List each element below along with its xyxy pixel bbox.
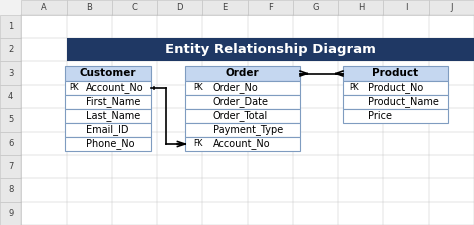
FancyBboxPatch shape	[338, 0, 383, 15]
Text: 8: 8	[8, 185, 13, 194]
Text: 1: 1	[8, 22, 13, 31]
Text: G: G	[312, 3, 319, 12]
FancyBboxPatch shape	[21, 15, 474, 225]
Text: Email_ID: Email_ID	[86, 125, 129, 135]
FancyBboxPatch shape	[65, 109, 151, 123]
FancyBboxPatch shape	[429, 0, 474, 15]
FancyBboxPatch shape	[0, 108, 21, 131]
Text: E: E	[222, 3, 228, 12]
Text: B: B	[86, 3, 92, 12]
Text: Product_Name: Product_Name	[368, 97, 439, 108]
Text: J: J	[450, 3, 453, 12]
FancyBboxPatch shape	[0, 131, 21, 155]
FancyBboxPatch shape	[65, 66, 151, 81]
Text: Order_No: Order_No	[213, 83, 258, 93]
Text: First_Name: First_Name	[86, 97, 141, 108]
Text: C: C	[132, 3, 137, 12]
Text: D: D	[176, 3, 183, 12]
Text: I: I	[405, 3, 407, 12]
FancyBboxPatch shape	[0, 178, 21, 202]
FancyBboxPatch shape	[343, 109, 448, 123]
Text: 7: 7	[8, 162, 13, 171]
Text: PK: PK	[193, 83, 202, 92]
FancyBboxPatch shape	[248, 0, 293, 15]
Text: Order_Total: Order_Total	[213, 110, 268, 122]
FancyBboxPatch shape	[185, 137, 300, 151]
FancyBboxPatch shape	[343, 95, 448, 109]
FancyBboxPatch shape	[66, 0, 112, 15]
FancyBboxPatch shape	[0, 61, 21, 85]
FancyBboxPatch shape	[185, 95, 300, 109]
Text: Product_No: Product_No	[368, 83, 424, 93]
FancyBboxPatch shape	[112, 0, 157, 15]
FancyBboxPatch shape	[0, 202, 21, 225]
Text: FK: FK	[193, 140, 202, 148]
Text: Order_Date: Order_Date	[213, 97, 269, 108]
FancyBboxPatch shape	[65, 81, 151, 95]
Text: Price: Price	[368, 111, 392, 121]
FancyBboxPatch shape	[293, 0, 338, 15]
FancyBboxPatch shape	[343, 66, 448, 81]
FancyBboxPatch shape	[343, 81, 448, 95]
Text: Customer: Customer	[80, 68, 136, 79]
Text: H: H	[358, 3, 364, 12]
Text: F: F	[268, 3, 273, 12]
Text: Entity Relationship Diagram: Entity Relationship Diagram	[165, 43, 376, 56]
Text: Account_No: Account_No	[213, 139, 270, 149]
FancyBboxPatch shape	[0, 38, 21, 61]
FancyBboxPatch shape	[185, 81, 300, 95]
Text: 3: 3	[8, 69, 13, 78]
FancyBboxPatch shape	[157, 0, 202, 15]
Text: 5: 5	[8, 115, 13, 124]
Text: 6: 6	[8, 139, 13, 148]
FancyBboxPatch shape	[185, 66, 300, 81]
FancyBboxPatch shape	[202, 0, 247, 15]
Text: Payment_Type: Payment_Type	[213, 125, 283, 135]
Text: 4: 4	[8, 92, 13, 101]
FancyBboxPatch shape	[383, 0, 429, 15]
Text: Last_Name: Last_Name	[86, 110, 140, 122]
FancyBboxPatch shape	[0, 155, 21, 178]
FancyBboxPatch shape	[0, 85, 21, 108]
FancyBboxPatch shape	[185, 109, 300, 123]
FancyBboxPatch shape	[65, 137, 151, 151]
Text: Product: Product	[373, 68, 419, 79]
FancyBboxPatch shape	[185, 123, 300, 137]
Text: Order: Order	[226, 68, 259, 79]
Text: 2: 2	[8, 45, 13, 54]
Text: A: A	[41, 3, 47, 12]
FancyBboxPatch shape	[65, 95, 151, 109]
FancyBboxPatch shape	[66, 38, 474, 61]
Text: Phone_No: Phone_No	[86, 139, 135, 149]
Text: 9: 9	[8, 209, 13, 218]
FancyBboxPatch shape	[0, 15, 21, 38]
Text: PK: PK	[70, 83, 79, 92]
Text: Account_No: Account_No	[86, 83, 144, 93]
FancyBboxPatch shape	[21, 0, 66, 15]
FancyBboxPatch shape	[65, 123, 151, 137]
Text: PK: PK	[350, 83, 359, 92]
